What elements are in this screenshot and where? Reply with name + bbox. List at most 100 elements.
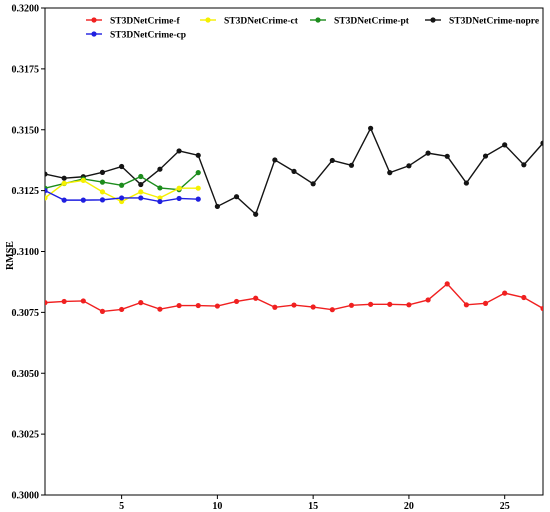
data-point-st3dnetcrime-nopre bbox=[157, 166, 163, 172]
data-point-st3dnetcrime-ct bbox=[45, 195, 48, 201]
data-point-st3dnetcrime-nopre bbox=[521, 162, 527, 168]
series-st3dnetcrime-f bbox=[45, 281, 543, 314]
data-point-st3dnetcrime-cp bbox=[138, 195, 144, 201]
data-point-st3dnetcrime-nopre bbox=[425, 150, 431, 156]
data-point-st3dnetcrime-ct bbox=[157, 195, 163, 201]
data-point-st3dnetcrime-cp bbox=[195, 196, 201, 202]
data-point-st3dnetcrime-ct bbox=[80, 177, 86, 183]
data-point-st3dnetcrime-f bbox=[291, 302, 297, 308]
data-point-st3dnetcrime-pt bbox=[99, 179, 106, 185]
y-tick-label: 0.3125 bbox=[12, 186, 40, 197]
plot-area bbox=[44, 7, 544, 496]
data-point-st3dnetcrime-nopre bbox=[45, 171, 48, 177]
legend-label-st3dnetcrime-f: ST3DNetCrime-f bbox=[110, 17, 180, 27]
series-group bbox=[45, 125, 543, 314]
data-point-st3dnetcrime-f bbox=[253, 295, 259, 301]
legend-label-st3dnetcrime-ct: ST3DNetCrime-ct bbox=[224, 17, 299, 27]
data-point-st3dnetcrime-nopre bbox=[291, 168, 297, 174]
data-point-st3dnetcrime-pt bbox=[119, 182, 125, 188]
data-point-st3dnetcrime-cp bbox=[99, 197, 106, 203]
data-point-st3dnetcrime-nopre bbox=[176, 148, 182, 154]
y-tick-label: 0.3000 bbox=[12, 491, 40, 502]
data-point-st3dnetcrime-nopre bbox=[272, 157, 278, 163]
data-point-st3dnetcrime-nopre bbox=[119, 163, 125, 170]
data-point-st3dnetcrime-f bbox=[463, 302, 469, 308]
data-point-st3dnetcrime-f bbox=[272, 304, 278, 310]
legend-label-st3dnetcrime-nopre: ST3DNetCrime-nopre bbox=[449, 17, 539, 27]
y-tick-label: 0.3025 bbox=[12, 430, 40, 441]
data-point-st3dnetcrime-nopre bbox=[195, 152, 201, 158]
data-point-st3dnetcrime-nopre bbox=[214, 203, 220, 210]
data-point-st3dnetcrime-pt bbox=[138, 173, 144, 180]
data-point-st3dnetcrime-nopre bbox=[482, 153, 489, 159]
legend-marker-st3dnetcrime-cp bbox=[91, 31, 97, 37]
x-tick-label: 10 bbox=[212, 501, 222, 512]
legend-entry-st3dnetcrime-f: ST3DNetCrime-f bbox=[86, 17, 180, 27]
data-point-st3dnetcrime-f bbox=[99, 308, 106, 314]
data-point-st3dnetcrime-ct bbox=[61, 180, 67, 186]
series-st3dnetcrime-ct bbox=[45, 177, 201, 205]
data-point-st3dnetcrime-f bbox=[425, 297, 431, 303]
x-tick-label: 15 bbox=[308, 501, 318, 512]
legend-entry-st3dnetcrime-pt: ST3DNetCrime-pt bbox=[310, 17, 410, 27]
y-tick-label: 0.3200 bbox=[12, 4, 40, 15]
data-point-st3dnetcrime-f bbox=[482, 300, 489, 306]
data-point-st3dnetcrime-f bbox=[45, 300, 48, 306]
data-point-st3dnetcrime-ct bbox=[119, 198, 125, 205]
data-point-st3dnetcrime-f bbox=[348, 302, 355, 308]
data-point-st3dnetcrime-ct bbox=[176, 185, 182, 191]
legend-marker-st3dnetcrime-pt bbox=[315, 17, 321, 23]
plot-frame bbox=[44, 7, 544, 496]
data-point-st3dnetcrime-nopre bbox=[463, 180, 469, 186]
data-point-st3dnetcrime-f bbox=[119, 306, 125, 313]
data-point-st3dnetcrime-f bbox=[387, 301, 393, 307]
data-point-st3dnetcrime-nopre bbox=[253, 211, 259, 217]
data-point-st3dnetcrime-pt bbox=[195, 170, 201, 176]
y-tick-label: 0.3100 bbox=[12, 247, 40, 258]
legend: ST3DNetCrime-f ST3DNetCrime-ct ST3DNetCrim… bbox=[86, 17, 539, 41]
x-tick-label: 25 bbox=[500, 501, 510, 512]
data-point-st3dnetcrime-nopre bbox=[540, 140, 543, 146]
data-point-st3dnetcrime-nopre bbox=[444, 153, 450, 159]
y-tick-label: 0.3150 bbox=[12, 125, 40, 136]
y-tick-label: 0.3175 bbox=[12, 64, 40, 75]
data-point-st3dnetcrime-f bbox=[176, 302, 182, 309]
data-point-st3dnetcrime-nopre bbox=[99, 169, 106, 175]
data-point-st3dnetcrime-f bbox=[406, 302, 412, 308]
data-point-st3dnetcrime-ct bbox=[99, 189, 106, 195]
data-point-st3dnetcrime-nopre bbox=[329, 157, 335, 164]
data-point-st3dnetcrime-f bbox=[329, 307, 335, 313]
data-point-st3dnetcrime-f bbox=[368, 301, 374, 307]
data-point-st3dnetcrime-nopre bbox=[387, 170, 393, 176]
data-point-st3dnetcrime-f bbox=[540, 305, 543, 312]
data-point-st3dnetcrime-f bbox=[502, 290, 508, 296]
data-point-st3dnetcrime-nopre bbox=[406, 163, 412, 169]
data-point-st3dnetcrime-nopre bbox=[61, 175, 67, 181]
y-tick-label: 0.3075 bbox=[12, 308, 40, 319]
data-point-st3dnetcrime-cp bbox=[61, 197, 67, 203]
data-point-st3dnetcrime-nopre bbox=[502, 142, 508, 148]
legend-entry-st3dnetcrime-ct: ST3DNetCrime-ct bbox=[200, 17, 299, 27]
x-tick-label: 5 bbox=[119, 501, 124, 512]
y-axis-label: RMSE bbox=[5, 241, 16, 270]
data-point-st3dnetcrime-f bbox=[80, 298, 86, 304]
data-point-st3dnetcrime-nopre bbox=[310, 181, 316, 187]
data-point-st3dnetcrime-pt bbox=[157, 185, 163, 191]
legend-marker-st3dnetcrime-nopre bbox=[430, 17, 436, 23]
series-st3dnetcrime-nopre bbox=[45, 125, 543, 217]
data-point-st3dnetcrime-cp bbox=[119, 195, 125, 201]
y-axis-ticks: 0.3000 0.3025 0.3050 0.3075 0.3100 0.3125 0.31… bbox=[12, 4, 45, 502]
data-point-st3dnetcrime-f bbox=[195, 302, 201, 309]
data-point-st3dnetcrime-f bbox=[444, 281, 450, 287]
data-point-st3dnetcrime-f bbox=[233, 298, 240, 305]
legend-entry-st3dnetcrime-nopre: ST3DNetCrime-nopre bbox=[425, 17, 539, 27]
data-point-st3dnetcrime-f bbox=[214, 303, 220, 309]
legend-entry-st3dnetcrime-cp: ST3DNetCrime-cp bbox=[86, 31, 186, 41]
legend-marker-st3dnetcrime-f bbox=[91, 17, 97, 23]
data-point-st3dnetcrime-nopre bbox=[348, 162, 355, 168]
data-point-st3dnetcrime-nopre bbox=[233, 194, 240, 200]
data-point-st3dnetcrime-f bbox=[61, 298, 67, 305]
data-point-st3dnetcrime-ct bbox=[195, 185, 201, 191]
